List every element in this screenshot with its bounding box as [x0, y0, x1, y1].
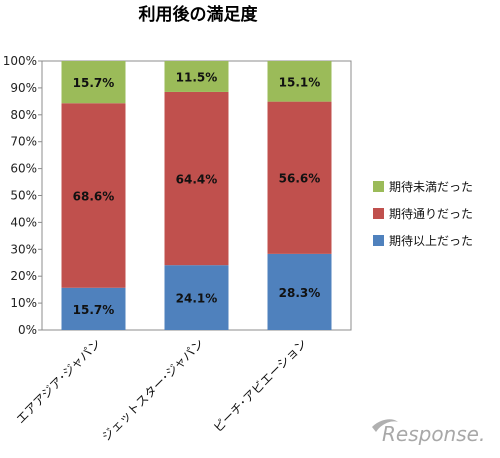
- data-label: 15.1%: [279, 75, 321, 89]
- logo-swoosh: [372, 419, 398, 432]
- data-label: 68.6%: [73, 190, 115, 204]
- y-tick-label: 80%: [10, 108, 37, 122]
- x-tick-label: ジェットスター･ジャパン: [99, 336, 206, 443]
- y-tick-label: 20%: [10, 269, 37, 283]
- bar-segment: [61, 103, 126, 288]
- bar-segment: [267, 61, 332, 102]
- bar-segment: [267, 101, 332, 254]
- y-tick-label: 50%: [10, 189, 37, 203]
- chart-title: 利用後の満足度: [139, 4, 259, 25]
- x-tick-label: ピーチ･アビエーション: [211, 336, 310, 435]
- y-tick-label: 30%: [10, 242, 37, 256]
- data-label: 64.4%: [176, 173, 218, 187]
- legend-swatch: [373, 235, 384, 246]
- bar-segment: [164, 265, 229, 330]
- legend-label: 期待以上だった: [389, 234, 473, 248]
- data-label: 11.5%: [176, 70, 218, 84]
- data-label: 15.7%: [73, 76, 115, 90]
- bar-segment: [267, 253, 332, 330]
- y-tick-label: 10%: [10, 296, 37, 310]
- y-tick-label: 0%: [18, 323, 37, 337]
- legend-label: 期待通りだった: [389, 207, 473, 221]
- bar-segment: [164, 61, 229, 92]
- bar-segment: [61, 61, 126, 104]
- response-logo: Response.: [372, 419, 485, 446]
- y-tick-label: 100%: [3, 54, 37, 68]
- y-tick-label: 60%: [10, 162, 37, 176]
- y-tick-label: 70%: [10, 135, 37, 149]
- watermark-text: Response.: [382, 422, 485, 446]
- data-label: 56.6%: [279, 172, 321, 186]
- bar-segment: [164, 91, 229, 266]
- data-label: 15.7%: [73, 303, 115, 317]
- data-label: 28.3%: [279, 286, 321, 300]
- data-label: 24.1%: [176, 292, 218, 306]
- legend-swatch: [373, 208, 384, 219]
- y-tick-label: 40%: [10, 215, 37, 229]
- x-tick-label: エアアジア･ジャパン: [13, 336, 103, 426]
- y-axis: 0% 10% 20% 30% 40% 50% 60% 70% 80% 90% 100%: [3, 54, 42, 337]
- bar-segment: [61, 287, 126, 330]
- y-tick-label: 90%: [10, 81, 37, 95]
- bars: 15.7% 68.6% 15.7% 24.1% 64.4% 11.5% 28.3% 56.6%…: [61, 61, 332, 330]
- legend-label: 期待未満だった: [389, 180, 473, 194]
- legend-swatch: [373, 181, 384, 192]
